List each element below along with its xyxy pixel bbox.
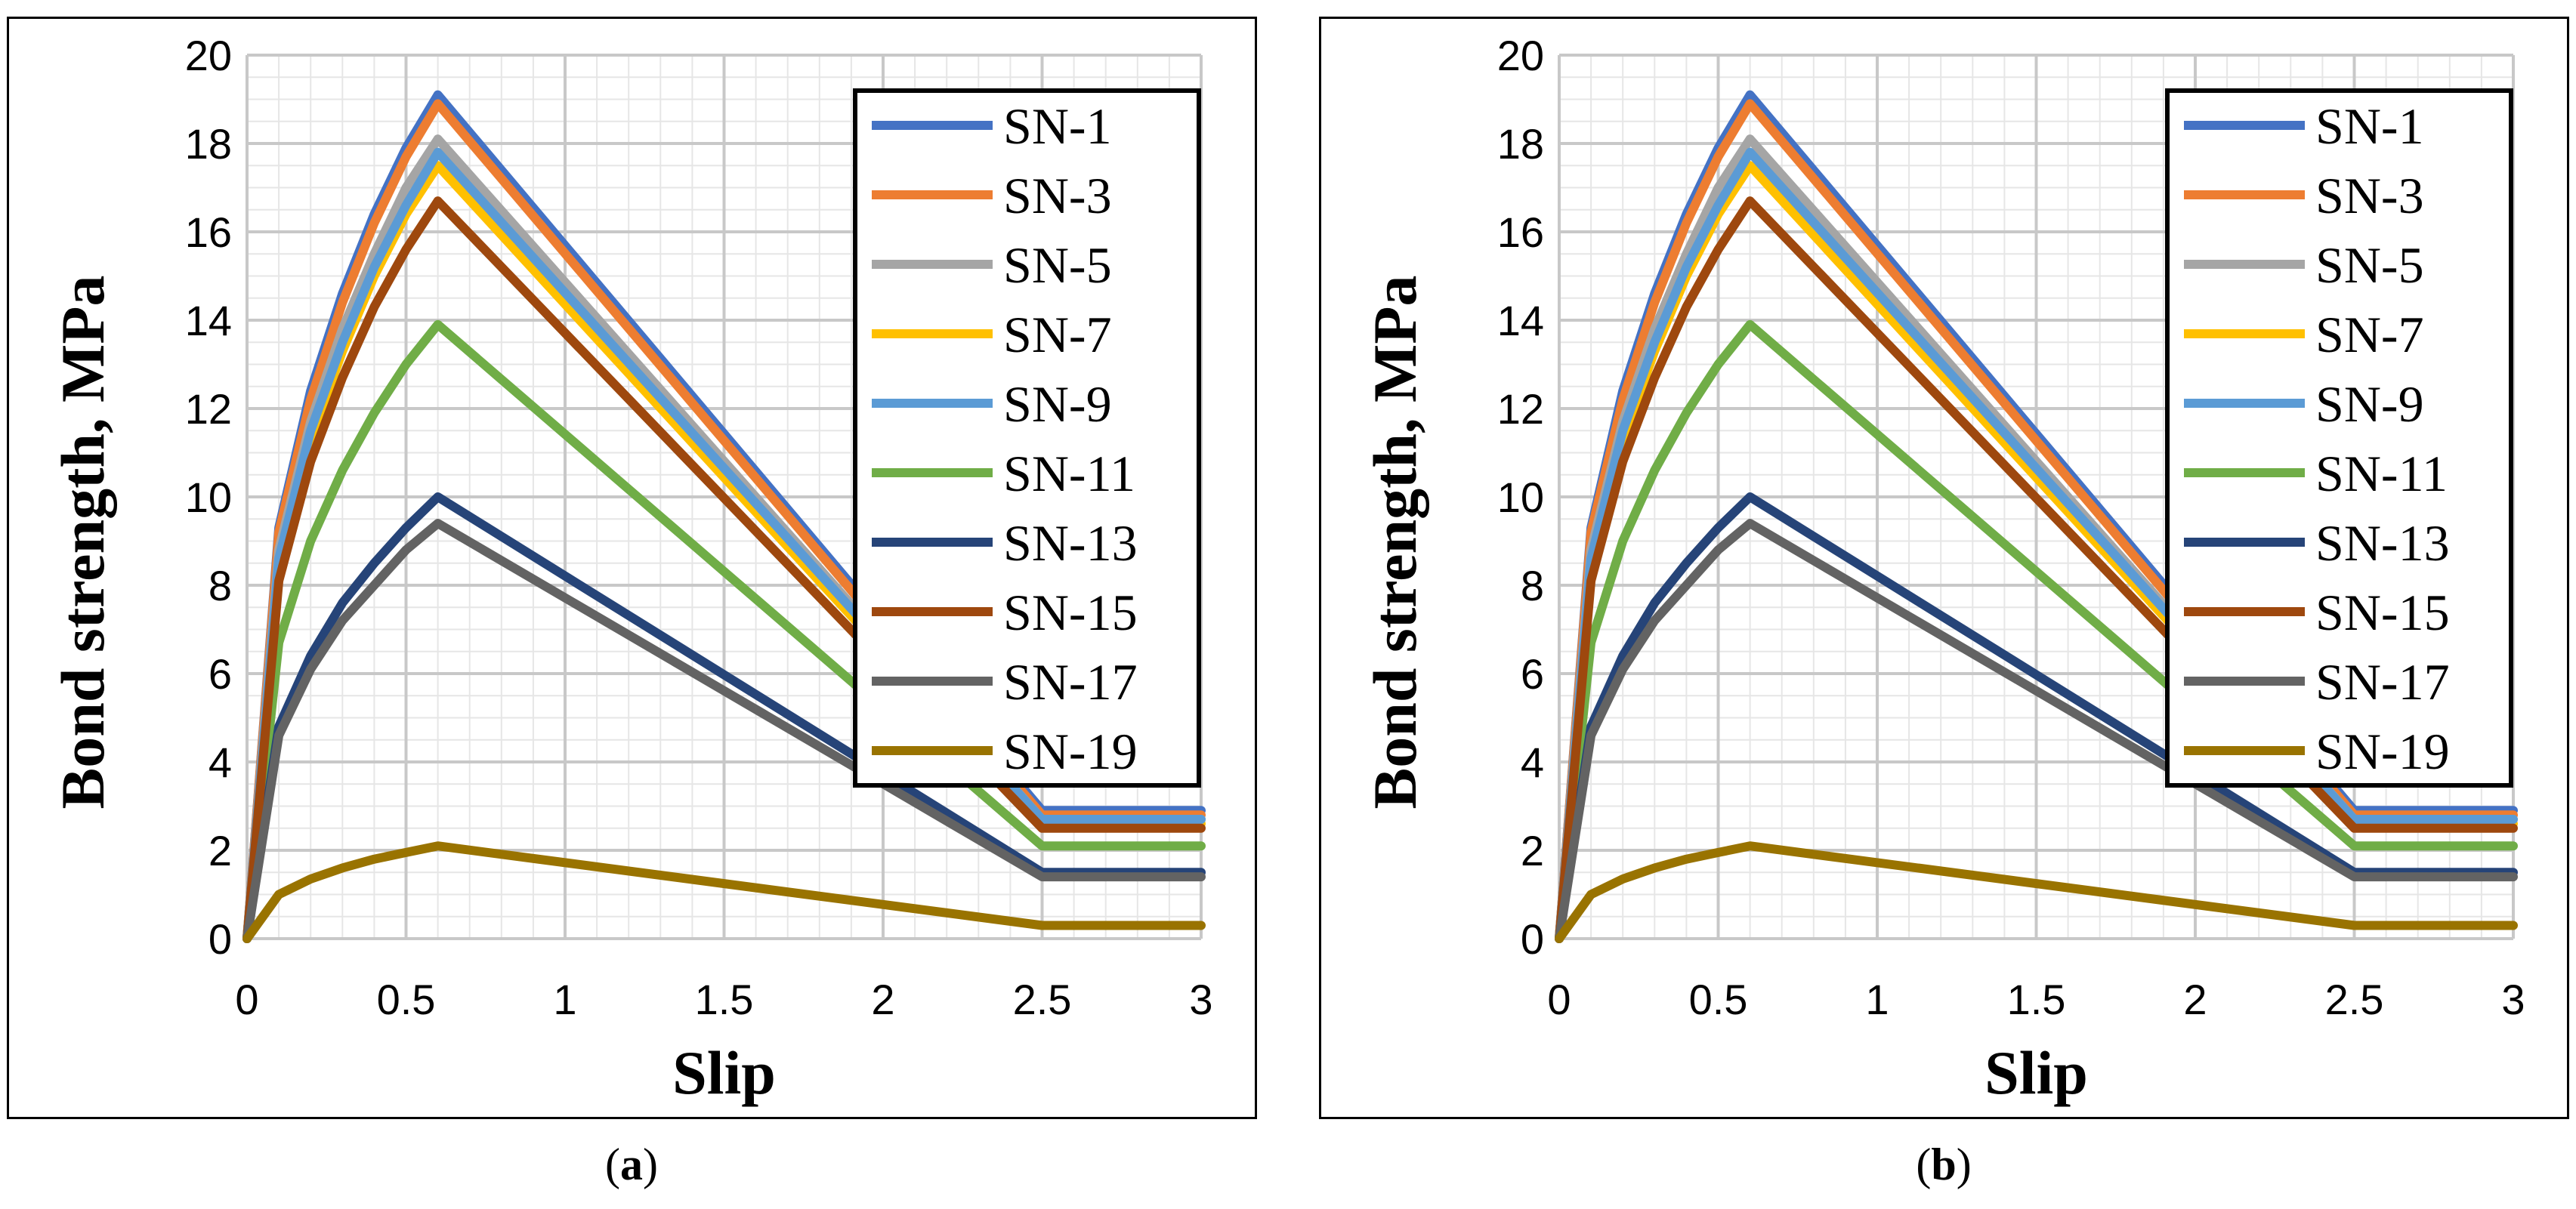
legend-label-sn-19: SN-19	[2315, 723, 2450, 780]
legend-label-sn-3: SN-3	[2315, 167, 2424, 224]
series-line-sn-19	[242, 841, 1206, 943]
y-tick-label: 12	[185, 385, 232, 433]
y-tick-label: 6	[1521, 650, 1544, 698]
legend-label-sn-13: SN-13	[2315, 514, 2450, 572]
series-line-sn-15	[242, 196, 1206, 943]
chart-panel-a: 0 0.5 1 1.5 2 2.5 3 0 2 4 6 8 10 12 14 16 18 20 Slip Bond s…	[7, 17, 1257, 1119]
y-tick-label: 4	[208, 739, 232, 786]
caption-b-letter: b	[1931, 1140, 1957, 1189]
legend-label-sn-7: SN-7	[1003, 306, 1112, 363]
legend-label-sn-9: SN-9	[2315, 375, 2424, 433]
x-tick-label: 2.5	[1013, 976, 1072, 1023]
legend-label-sn-13: SN-13	[1003, 514, 1138, 572]
series-line-sn-11	[1555, 319, 2518, 943]
y-tick-label: 8	[1521, 562, 1544, 609]
y-axis-title: Bond strength, MPa	[1361, 276, 1429, 810]
x-tick-label: 1.5	[2007, 976, 2066, 1023]
legend-label-sn-15: SN-15	[1003, 584, 1138, 641]
x-tick-label: 1	[1865, 976, 1889, 1023]
legend-label-sn-19: SN-19	[1003, 723, 1138, 780]
legend-label-sn-15: SN-15	[2315, 584, 2450, 641]
series-line-sn-19	[1555, 841, 2518, 943]
legend-label-sn-17: SN-17	[1003, 653, 1138, 711]
y-tick-label: 2	[208, 827, 232, 874]
legend-label-sn-5: SN-5	[2315, 236, 2424, 294]
y-tick-label: 14	[1497, 297, 1544, 344]
series-line-sn-3	[242, 99, 1206, 943]
x-tick-label: 1	[553, 976, 576, 1023]
y-tick-label: 2	[1521, 827, 1544, 874]
chart-svg-b: 0 0.5 1 1.5 2 2.5 3 0 2 4 6 8 10 12 14 16 18 20 Slip Bond s…	[1361, 32, 2525, 1107]
x-tick-label: 0	[235, 976, 258, 1023]
x-tick-label: 3	[1189, 976, 1212, 1023]
x-tick-label: 0.5	[377, 976, 436, 1023]
y-tick-label: 20	[185, 32, 232, 79]
x-tick-label: 0	[1547, 976, 1571, 1023]
y-tick-label: 8	[208, 562, 232, 609]
chart-panel-b: 0 0.5 1 1.5 2 2.5 3 0 2 4 6 8 10 12 14 16 18 20 Slip Bond s…	[1319, 17, 2569, 1119]
x-tick-label: 0.5	[1689, 976, 1748, 1023]
y-tick-label: 0	[208, 915, 232, 963]
legend-label-sn-9: SN-9	[1003, 375, 1112, 433]
y-tick-label: 12	[1497, 385, 1544, 433]
legend-label-sn-1: SN-1	[2315, 97, 2424, 155]
series-line-sn-11	[242, 319, 1206, 943]
caption-b: (b)	[1916, 1140, 1972, 1189]
legend-label-sn-7: SN-7	[2315, 306, 2424, 363]
series-line-sn-17	[242, 519, 1206, 943]
series-line-sn-9	[242, 147, 1206, 943]
y-tick-label: 16	[185, 208, 232, 256]
x-tick-label: 2	[871, 976, 894, 1023]
legend-label-sn-11: SN-11	[2315, 445, 2448, 502]
x-tick-label: 2	[2183, 976, 2207, 1023]
y-tick-label: 6	[208, 650, 232, 698]
y-tick-label: 10	[1497, 473, 1544, 521]
y-tick-label: 14	[185, 297, 232, 344]
series-line-sn-15	[1555, 196, 2518, 943]
y-axis-title: Bond strength, MPa	[48, 276, 117, 810]
legend-label-sn-5: SN-5	[1003, 236, 1112, 294]
x-tick-label: 3	[2501, 976, 2525, 1023]
y-tick-label: 18	[185, 120, 232, 168]
y-tick-label: 16	[1497, 208, 1544, 256]
series-line-sn-3	[1555, 99, 2518, 943]
legend-label-sn-11: SN-11	[1003, 445, 1135, 502]
legend-box	[2165, 88, 2513, 788]
legend-label-sn-1: SN-1	[1003, 97, 1112, 155]
x-tick-label: 2.5	[2325, 976, 2384, 1023]
series-line-sn-17	[1555, 519, 2518, 943]
y-tick-label: 4	[1521, 739, 1544, 786]
y-tick-label: 20	[1497, 32, 1544, 79]
chart-svg-a: 0 0.5 1 1.5 2 2.5 3 0 2 4 6 8 10 12 14 16 18 20 Slip Bond s…	[48, 32, 1213, 1107]
x-axis-title: Slip	[672, 1038, 776, 1107]
y-tick-label: 10	[185, 473, 232, 521]
legend-box	[853, 88, 1201, 788]
caption-a: (a)	[605, 1140, 658, 1189]
x-axis-title: Slip	[1985, 1038, 2088, 1107]
y-tick-label: 18	[1497, 120, 1544, 168]
x-tick-label: 1.5	[695, 976, 754, 1023]
caption-a-letter: a	[620, 1140, 643, 1189]
legend-label-sn-17: SN-17	[2315, 653, 2450, 711]
y-tick-label: 0	[1521, 915, 1544, 963]
legend-label-sn-3: SN-3	[1003, 167, 1112, 224]
series-line-sn-9	[1555, 147, 2518, 943]
